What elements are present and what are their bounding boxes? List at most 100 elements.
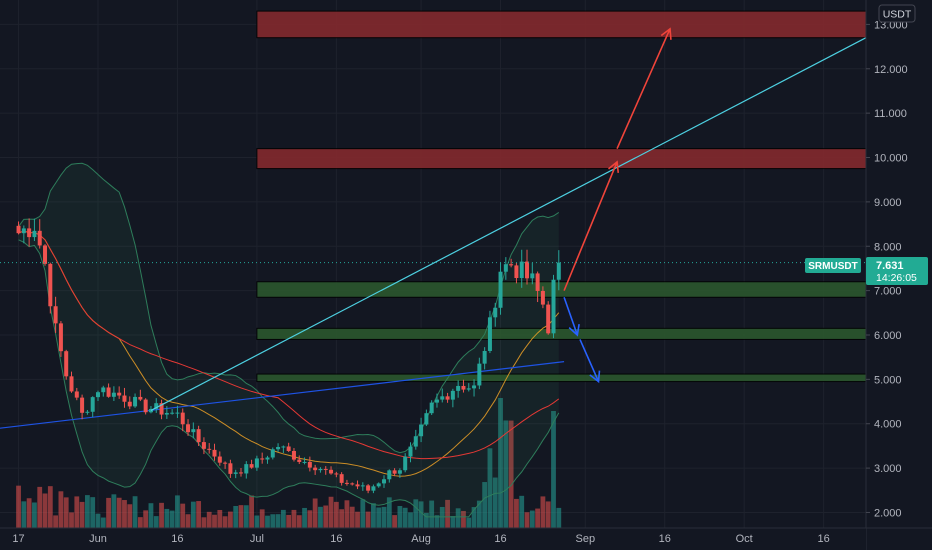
candle-body bbox=[281, 446, 286, 448]
candle-body bbox=[254, 458, 259, 468]
candle-body bbox=[329, 469, 334, 474]
volume-bar bbox=[376, 507, 382, 528]
volume-bar bbox=[371, 503, 376, 528]
volume-bar bbox=[445, 499, 450, 528]
candle-body bbox=[133, 396, 138, 407]
candle-body bbox=[196, 429, 201, 443]
symbol-label: SRMUSDT bbox=[805, 258, 861, 273]
candle-body bbox=[344, 482, 349, 484]
candle-body bbox=[180, 412, 185, 425]
volume-bar bbox=[16, 485, 21, 528]
volume-bar bbox=[116, 497, 122, 528]
candle-body bbox=[43, 245, 48, 264]
volume-bar bbox=[540, 496, 546, 528]
candle-body bbox=[387, 470, 392, 480]
volume-bar bbox=[190, 501, 196, 528]
candle-body bbox=[48, 263, 53, 307]
candle-body bbox=[249, 464, 254, 468]
arrow-up-shaft bbox=[616, 28, 671, 149]
price-tick-label: 3.000 bbox=[874, 463, 902, 475]
volume-bar bbox=[514, 498, 519, 528]
volume-bar bbox=[74, 496, 80, 528]
candle-body bbox=[191, 429, 196, 433]
candle-body bbox=[111, 392, 116, 397]
volume-bar bbox=[418, 501, 424, 528]
resistance-zone bbox=[256, 10, 867, 39]
volume-bar bbox=[529, 510, 535, 528]
volume-bar bbox=[164, 508, 170, 528]
volume-bar bbox=[323, 505, 329, 528]
currency-button[interactable]: USDT bbox=[878, 4, 916, 23]
candle-body bbox=[350, 483, 355, 485]
volume-bar bbox=[217, 509, 223, 528]
arrow-up-head bbox=[660, 27, 672, 40]
candle-body bbox=[318, 468, 323, 471]
volume-bar bbox=[492, 477, 498, 528]
volume-bar bbox=[535, 508, 541, 528]
arrow-up-shaft bbox=[563, 161, 618, 291]
volume-bar bbox=[498, 398, 503, 528]
volume-bar bbox=[21, 501, 27, 528]
candle-body bbox=[260, 458, 265, 460]
arrow-down-shaft bbox=[579, 339, 600, 382]
volume-bar bbox=[476, 500, 482, 528]
candle-body bbox=[21, 228, 26, 234]
volume-bar bbox=[397, 505, 403, 528]
candle-body bbox=[355, 484, 360, 487]
candle-body bbox=[148, 408, 153, 413]
volume-bar bbox=[365, 511, 371, 528]
candle-body bbox=[138, 396, 143, 400]
time-tick-label: Sep bbox=[575, 533, 595, 545]
candle-body bbox=[551, 279, 556, 334]
time-tick-label: 16 bbox=[330, 533, 342, 545]
price-tick-label: 2.000 bbox=[874, 507, 902, 519]
volume-bar bbox=[90, 497, 96, 528]
candle-body bbox=[313, 467, 318, 471]
candle-body bbox=[217, 456, 222, 463]
volume-bar bbox=[482, 482, 488, 528]
candle-body bbox=[413, 436, 418, 447]
symbol-name: SRMUSDT bbox=[808, 261, 857, 272]
volume-bar bbox=[37, 486, 43, 528]
candle-body bbox=[80, 397, 85, 413]
candle-body bbox=[466, 388, 471, 390]
candle-body bbox=[360, 485, 365, 487]
volume-bar bbox=[556, 507, 562, 528]
volume-bar bbox=[270, 514, 276, 528]
volume-bar bbox=[307, 510, 313, 528]
candle-body bbox=[456, 385, 461, 391]
candle-body bbox=[122, 395, 127, 402]
volume-bar bbox=[275, 514, 281, 528]
bollinger-band-area bbox=[18, 163, 559, 517]
time-axis[interactable] bbox=[0, 528, 866, 550]
support-zone bbox=[256, 373, 867, 383]
volume-bar bbox=[381, 506, 387, 528]
price-tick-label: 5.000 bbox=[874, 374, 902, 386]
volume-bar bbox=[429, 500, 435, 528]
time-tick-label: 16 bbox=[494, 533, 506, 545]
price-tick-label: 12.000 bbox=[874, 64, 908, 76]
volume-bar bbox=[455, 508, 461, 528]
volume-bar bbox=[439, 506, 445, 528]
candle-body bbox=[186, 424, 191, 433]
candle-body bbox=[397, 470, 402, 474]
volume-bar bbox=[450, 516, 456, 528]
candle-body bbox=[323, 468, 328, 470]
volume-bar bbox=[222, 516, 228, 528]
candle-body bbox=[106, 387, 111, 397]
candle-body bbox=[546, 304, 551, 334]
time-tick-label: 16 bbox=[818, 533, 830, 545]
candle-body bbox=[392, 470, 397, 474]
candle-body bbox=[434, 399, 439, 403]
volume-bar bbox=[153, 516, 159, 528]
volume-bar bbox=[318, 506, 323, 528]
volume-bar bbox=[508, 420, 514, 528]
candle-body bbox=[201, 442, 206, 449]
last-price-value: 7.631 bbox=[876, 260, 904, 272]
candle-body bbox=[37, 230, 42, 246]
volume-bar bbox=[132, 496, 138, 528]
volume-bar bbox=[280, 509, 286, 528]
volume-bar bbox=[53, 515, 59, 528]
volume-bar bbox=[206, 511, 212, 528]
